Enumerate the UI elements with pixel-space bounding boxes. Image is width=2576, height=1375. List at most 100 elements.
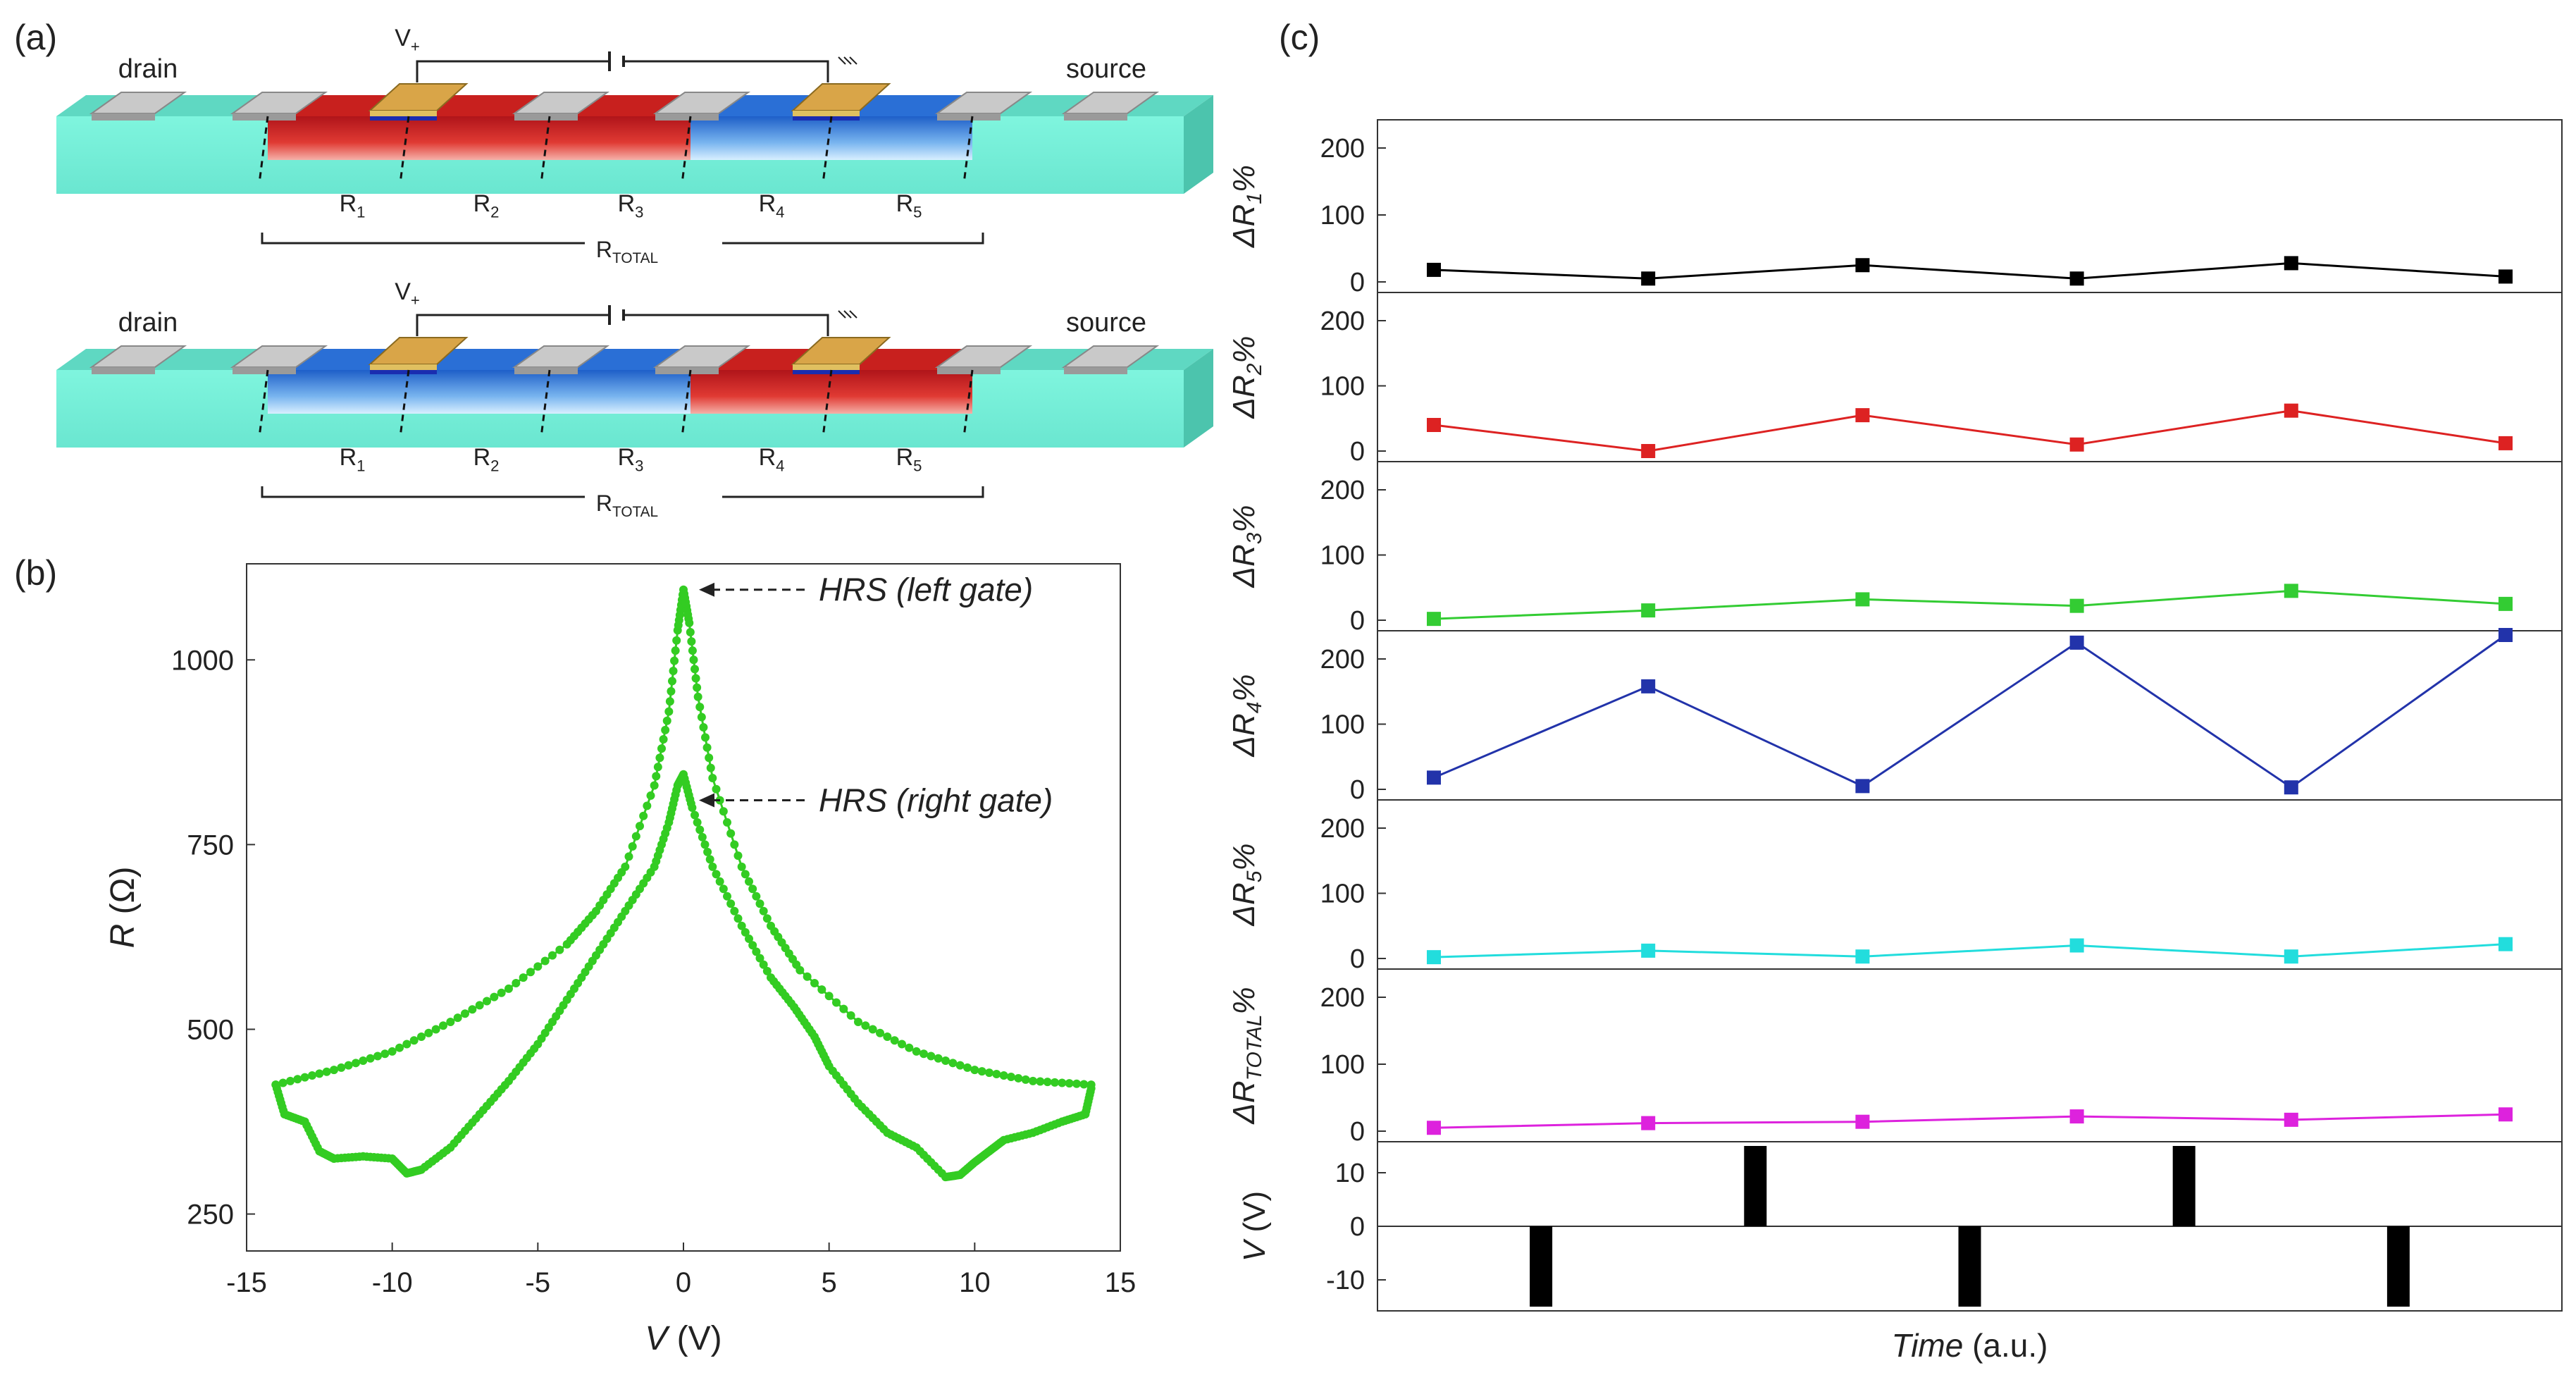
data-point-b bbox=[762, 966, 772, 975]
data-point-b bbox=[669, 667, 678, 676]
voltage-pulse bbox=[1530, 1226, 1553, 1307]
data-point-b bbox=[733, 851, 743, 861]
data-point-b bbox=[446, 1018, 455, 1026]
data-point-b bbox=[992, 1070, 1001, 1079]
data-point-b bbox=[548, 951, 557, 960]
data-point-b bbox=[927, 1052, 936, 1061]
data-point-b bbox=[861, 1021, 870, 1030]
data-point-c bbox=[2498, 596, 2513, 611]
data-point-b bbox=[705, 855, 714, 864]
y-tick-label-c: 100 bbox=[1320, 880, 1365, 909]
data-point-c bbox=[2498, 436, 2513, 450]
y-axis-label-c-6: ΔRTOTAL% bbox=[1227, 987, 1266, 1124]
x-tick-label-b: 0 bbox=[676, 1267, 691, 1298]
data-point-b bbox=[723, 818, 731, 827]
data-point-b bbox=[490, 992, 499, 1001]
data-point-b bbox=[693, 683, 702, 692]
data-point-b bbox=[278, 1078, 287, 1087]
y-axis-label-c-3: ΔR3% bbox=[1227, 505, 1266, 588]
channel-front-5 bbox=[831, 370, 972, 414]
data-point-b bbox=[948, 1059, 958, 1068]
data-point-b bbox=[712, 870, 721, 879]
y-axis-label-c-2: ΔR2% bbox=[1227, 335, 1266, 419]
data-point-b bbox=[708, 862, 717, 871]
y-tick-label-b: 750 bbox=[187, 830, 234, 861]
data-point-b bbox=[555, 945, 564, 954]
data-point-b bbox=[322, 1067, 331, 1076]
channel-front-5 bbox=[831, 116, 972, 160]
data-point-b bbox=[698, 832, 707, 841]
y-axis-label-b: R (Ω) bbox=[104, 867, 142, 949]
data-point-b bbox=[705, 753, 714, 763]
y-tick-label-c: 200 bbox=[1320, 983, 1365, 1013]
data-point-b bbox=[741, 927, 750, 937]
data-point-b bbox=[628, 842, 637, 851]
data-point-b bbox=[344, 1061, 353, 1070]
data-point-b bbox=[695, 703, 705, 712]
data-point-b bbox=[832, 998, 841, 1007]
data-point-b bbox=[803, 972, 812, 981]
data-point-b bbox=[286, 1076, 295, 1085]
ground-icon bbox=[838, 56, 857, 65]
data-point-b bbox=[890, 1036, 899, 1045]
data-point-b bbox=[639, 811, 648, 820]
x-tick-label-b: -10 bbox=[372, 1267, 413, 1298]
subplot-frame-5 bbox=[1377, 799, 2563, 970]
data-point-b bbox=[504, 984, 513, 993]
y-tick-label-v: -10 bbox=[1326, 1266, 1365, 1295]
y-tick-label-c: 0 bbox=[1350, 268, 1365, 297]
drain-label: drain bbox=[118, 308, 178, 338]
y-tick-label-c: 100 bbox=[1320, 1050, 1365, 1080]
data-point-b bbox=[699, 722, 708, 732]
panel-c-chart: 0100200ΔR1%0100200ΔR2%0100200ΔR3%0100200… bbox=[1227, 119, 2563, 1364]
channel-front-4 bbox=[691, 116, 831, 160]
resistor-label-5: R5 bbox=[896, 190, 922, 221]
data-point-b bbox=[745, 935, 753, 944]
gate-dielectric-1 bbox=[370, 116, 437, 121]
substrate-side bbox=[1184, 95, 1213, 194]
channel-front-2 bbox=[409, 370, 550, 414]
data-point-b bbox=[977, 1067, 986, 1076]
data-point-b bbox=[970, 1066, 979, 1075]
data-point-b bbox=[380, 1049, 390, 1059]
data-point-c bbox=[2284, 780, 2298, 795]
substrate-side bbox=[1184, 349, 1213, 448]
gate-layer-1 bbox=[370, 111, 437, 116]
data-point-b bbox=[719, 807, 728, 816]
data-point-c bbox=[2069, 938, 2084, 953]
data-point-b bbox=[308, 1071, 316, 1080]
y-tick-label-c: 0 bbox=[1350, 775, 1365, 805]
channel-front-1 bbox=[268, 370, 409, 414]
data-point-b bbox=[395, 1043, 404, 1052]
series-line-c-3 bbox=[1433, 589, 2506, 620]
data-point-b bbox=[999, 1071, 1008, 1080]
voltage-pulse bbox=[1744, 1146, 1767, 1226]
data-point-b bbox=[726, 899, 736, 908]
data-point-c bbox=[2284, 584, 2298, 598]
subplot-frame-3 bbox=[1377, 461, 2563, 631]
data-point-b bbox=[671, 646, 680, 655]
source-label: source bbox=[1066, 54, 1146, 84]
series-line-c-4 bbox=[1433, 634, 2506, 789]
resistor-label-2: R2 bbox=[473, 444, 500, 475]
data-point-b bbox=[424, 1028, 433, 1037]
contact-pad-edge-3 bbox=[514, 367, 578, 374]
channel-front-4 bbox=[691, 370, 831, 414]
data-point-b bbox=[431, 1025, 440, 1034]
data-point-b bbox=[752, 947, 761, 956]
panel-c-label: (c) bbox=[1279, 18, 1320, 57]
wire-left bbox=[416, 314, 609, 336]
contact-pad-edge-4 bbox=[655, 113, 719, 121]
data-point-b bbox=[1072, 1079, 1081, 1088]
data-point-b bbox=[330, 1066, 338, 1075]
annotation-text-b: HRS (left gate) bbox=[819, 572, 1033, 608]
data-point-b bbox=[854, 1018, 862, 1026]
data-point-b bbox=[687, 637, 696, 646]
data-point-b bbox=[733, 914, 743, 923]
subplot-frame-6 bbox=[1377, 968, 2563, 1142]
y-tick-label-c: 100 bbox=[1320, 201, 1365, 230]
data-point-b bbox=[748, 884, 757, 894]
data-point-b bbox=[359, 1056, 368, 1066]
y-tick-label-c: 0 bbox=[1350, 944, 1365, 974]
